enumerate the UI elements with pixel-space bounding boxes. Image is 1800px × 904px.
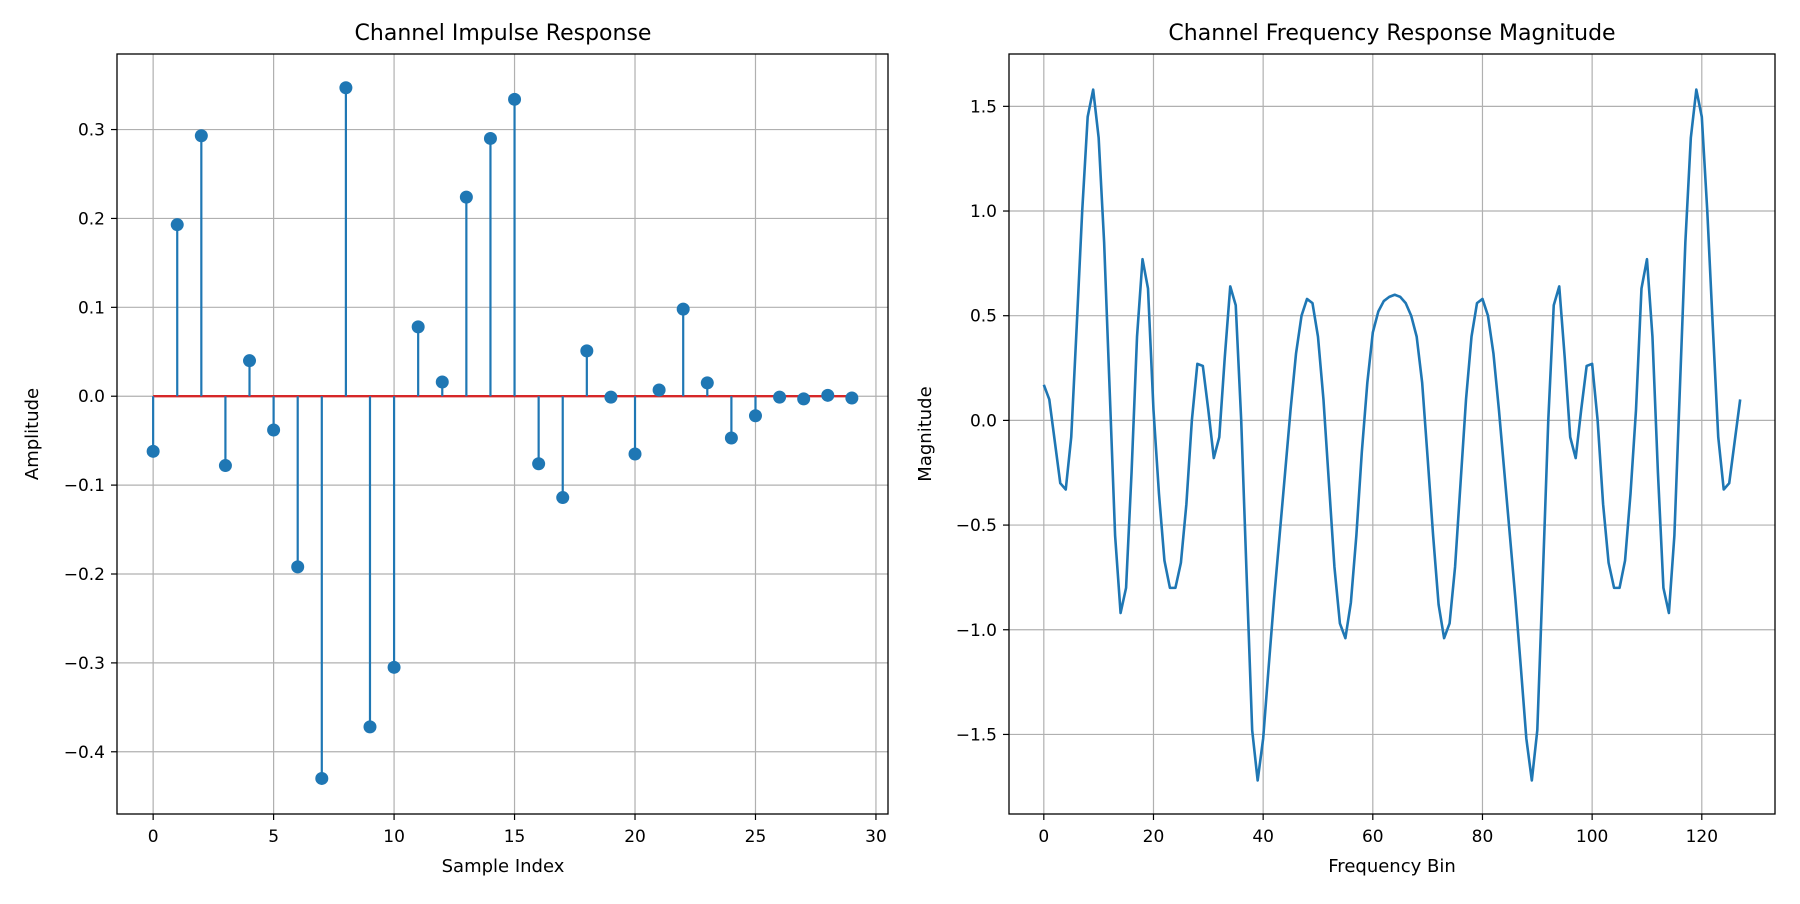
x-tick-label: 0	[148, 827, 159, 847]
x-tick-label: 0	[1038, 827, 1049, 847]
stem-marker	[724, 431, 738, 445]
y-tick-label: 1.0	[970, 202, 997, 222]
stems	[146, 81, 859, 785]
stem-marker	[459, 190, 473, 204]
y-tick-label: 0.2	[78, 209, 105, 229]
stem-marker	[146, 444, 160, 458]
x-tick-label: 30	[865, 827, 887, 847]
stem-marker	[556, 491, 570, 505]
grid	[117, 54, 888, 814]
y-tick-label: 1.5	[970, 97, 997, 117]
stem-marker	[387, 660, 401, 674]
y-tick-label: −0.3	[64, 654, 105, 674]
frequency-response-chart: Channel Frequency Response Magnitude 0 20…	[915, 21, 1776, 877]
x-tick-label: 80	[1472, 827, 1494, 847]
stem-marker	[435, 375, 449, 389]
y-tick-label: −0.5	[956, 516, 997, 536]
stem-marker	[676, 302, 690, 316]
stem-marker	[628, 447, 642, 461]
stem-marker	[604, 390, 618, 404]
y-axis-ticks: −1.5 −1.0 −0.5 0.0 0.5 1.0 1.5	[956, 97, 1009, 745]
stem-marker	[700, 376, 714, 390]
y-tick-label: −1.5	[956, 725, 997, 745]
x-tick-label: 20	[1143, 827, 1165, 847]
x-tick-label: 60	[1362, 827, 1384, 847]
stem-marker	[580, 344, 594, 358]
stem-marker	[821, 388, 835, 402]
impulse-response-chart: Channel Impulse Response 0 5 10 15 20 25 30 −0…	[22, 21, 889, 877]
y-tick-label: 0.0	[970, 411, 997, 431]
plot-frame	[1008, 53, 1776, 815]
x-tick-label: 15	[504, 827, 526, 847]
y-tick-label: −1.0	[956, 621, 997, 641]
x-axis-label: Frequency Bin	[1328, 856, 1455, 877]
x-tick-label: 40	[1252, 827, 1274, 847]
y-tick-label: 0.1	[78, 298, 105, 318]
chart-title: Channel Frequency Response Magnitude	[1168, 21, 1615, 46]
stem-marker	[267, 423, 281, 437]
stem-marker	[797, 392, 811, 406]
x-tick-label: 20	[624, 827, 646, 847]
grid	[1009, 54, 1775, 814]
stem-marker	[508, 92, 522, 106]
y-tick-label: 0.0	[78, 387, 105, 407]
x-tick-label: 25	[745, 827, 767, 847]
stem-marker	[194, 129, 208, 143]
stem-marker	[773, 390, 787, 404]
magnitude-line	[1042, 88, 1742, 782]
stem-marker	[845, 391, 859, 405]
stem-marker	[218, 459, 232, 473]
x-tick-label: 120	[1686, 827, 1718, 847]
series-line	[1042, 88, 1742, 782]
stem-marker	[748, 409, 762, 423]
x-axis-ticks: 0 20 40 60 80 100 120	[1038, 814, 1718, 847]
x-tick-label: 10	[383, 827, 405, 847]
stem-marker	[652, 383, 666, 397]
stem-marker	[532, 457, 546, 471]
stem-marker	[291, 560, 305, 574]
y-axis-label: Magnitude	[915, 386, 936, 481]
y-tick-label: −0.2	[64, 565, 105, 585]
stem-marker	[170, 218, 184, 232]
stem-marker	[315, 771, 329, 785]
stem-marker	[339, 81, 353, 95]
x-tick-label: 5	[268, 827, 279, 847]
y-axis-ticks: −0.4 −0.3 −0.2 −0.1 0.0 0.1 0.2 0.3	[64, 121, 117, 763]
plot-frame	[116, 53, 889, 815]
stem-marker	[411, 320, 425, 334]
stem-marker	[243, 354, 257, 368]
y-tick-label: −0.4	[64, 743, 105, 763]
x-axis-ticks: 0 5 10 15 20 25 30	[148, 814, 887, 847]
x-axis-label: Sample Index	[442, 856, 565, 877]
y-tick-label: 0.5	[970, 307, 997, 327]
y-tick-label: −0.1	[64, 476, 105, 496]
y-axis-label: Amplitude	[22, 388, 43, 480]
y-tick-label: 0.3	[78, 121, 105, 141]
stem-marker	[483, 131, 497, 145]
stem-marker	[363, 720, 377, 734]
chart-title: Channel Impulse Response	[355, 21, 652, 46]
x-tick-label: 100	[1576, 827, 1608, 847]
